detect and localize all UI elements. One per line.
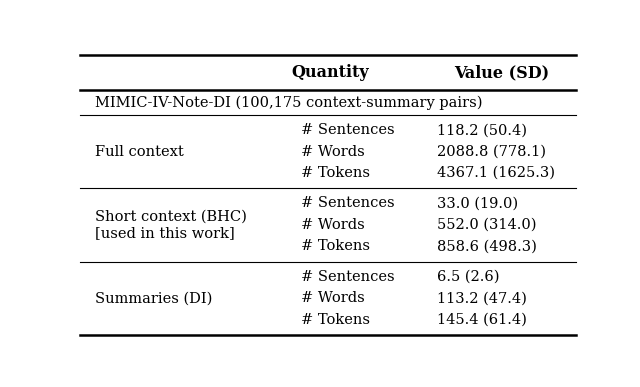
Text: # Words: # Words xyxy=(301,218,364,232)
Text: Summaries (DI): Summaries (DI) xyxy=(95,291,212,305)
Text: 552.0 (314.0): 552.0 (314.0) xyxy=(437,218,536,232)
Text: 33.0 (19.0): 33.0 (19.0) xyxy=(437,197,518,211)
Text: [used in this work]: [used in this work] xyxy=(95,226,235,240)
Text: 858.6 (498.3): 858.6 (498.3) xyxy=(437,240,537,253)
Text: # Tokens: # Tokens xyxy=(301,313,370,327)
Text: # Sentences: # Sentences xyxy=(301,197,394,211)
Text: # Tokens: # Tokens xyxy=(301,166,370,180)
Text: Value (SD): Value (SD) xyxy=(454,64,549,81)
Text: 113.2 (47.4): 113.2 (47.4) xyxy=(437,291,527,305)
Text: # Words: # Words xyxy=(301,291,364,305)
Text: # Tokens: # Tokens xyxy=(301,240,370,253)
Text: 6.5 (2.6): 6.5 (2.6) xyxy=(437,270,500,284)
Text: # Words: # Words xyxy=(301,145,364,159)
Text: Short context (BHC): Short context (BHC) xyxy=(95,210,247,224)
Text: Quantity: Quantity xyxy=(292,64,369,81)
Text: 145.4 (61.4): 145.4 (61.4) xyxy=(437,313,527,327)
Text: # Sentences: # Sentences xyxy=(301,123,394,137)
Text: 4367.1 (1625.3): 4367.1 (1625.3) xyxy=(437,166,555,180)
Text: 118.2 (50.4): 118.2 (50.4) xyxy=(437,123,527,137)
Text: 2088.8 (778.1): 2088.8 (778.1) xyxy=(437,145,546,159)
Text: MIMIC-IV-Note-DI (100,175 context-summary pairs): MIMIC-IV-Note-DI (100,175 context-summar… xyxy=(95,95,483,110)
Text: # Sentences: # Sentences xyxy=(301,270,394,284)
Text: Full context: Full context xyxy=(95,145,184,159)
